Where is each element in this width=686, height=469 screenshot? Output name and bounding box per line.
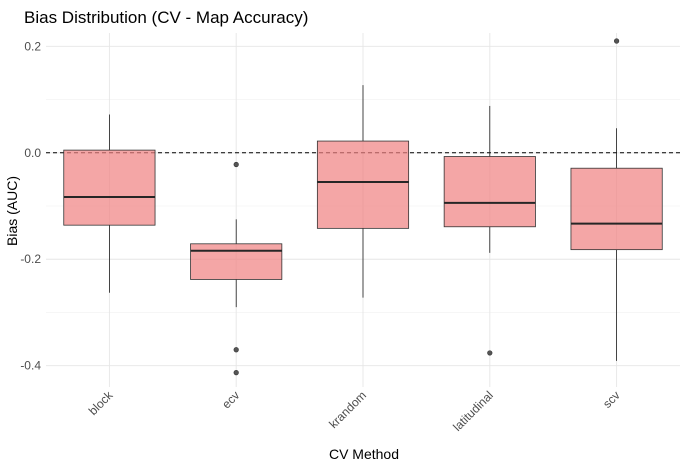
box-scv [570,38,663,361]
box-latitudinal [443,105,536,356]
x-axis-title: CV Method [329,446,399,462]
y-axis-title: Bias (AUC) [4,176,20,246]
boxes [63,38,663,376]
box-body [63,149,156,226]
y-tick-label: -0.2 [20,252,41,266]
box-body [190,243,283,280]
x-tick-label: krandom [326,388,369,431]
outlier-point [487,350,493,356]
box-body [316,140,410,229]
x-tick-label: block [86,388,116,418]
axes: 0.2 0.0 -0.2 -0.4 block ecv krandom latitudinal… [20,39,622,434]
outlier-point [233,347,239,353]
box-body [570,167,663,251]
box-body [443,156,536,228]
outlier-point [233,161,239,168]
chart-title: Bias Distribution (CV - Map Accuracy) [24,8,308,27]
box-block [63,114,156,293]
y-tick-label: 0.2 [24,39,41,53]
box-ecv [190,161,283,376]
y-tick-label: 0.0 [24,146,41,160]
x-tick-label: latitudinal [450,388,496,434]
box-krandom [316,85,410,298]
x-tick-label: ecv [219,388,242,411]
x-tick-label: scv [600,388,623,411]
y-tick-label: -0.4 [20,359,41,373]
outlier-point [613,38,620,44]
outlier-point [233,370,239,376]
